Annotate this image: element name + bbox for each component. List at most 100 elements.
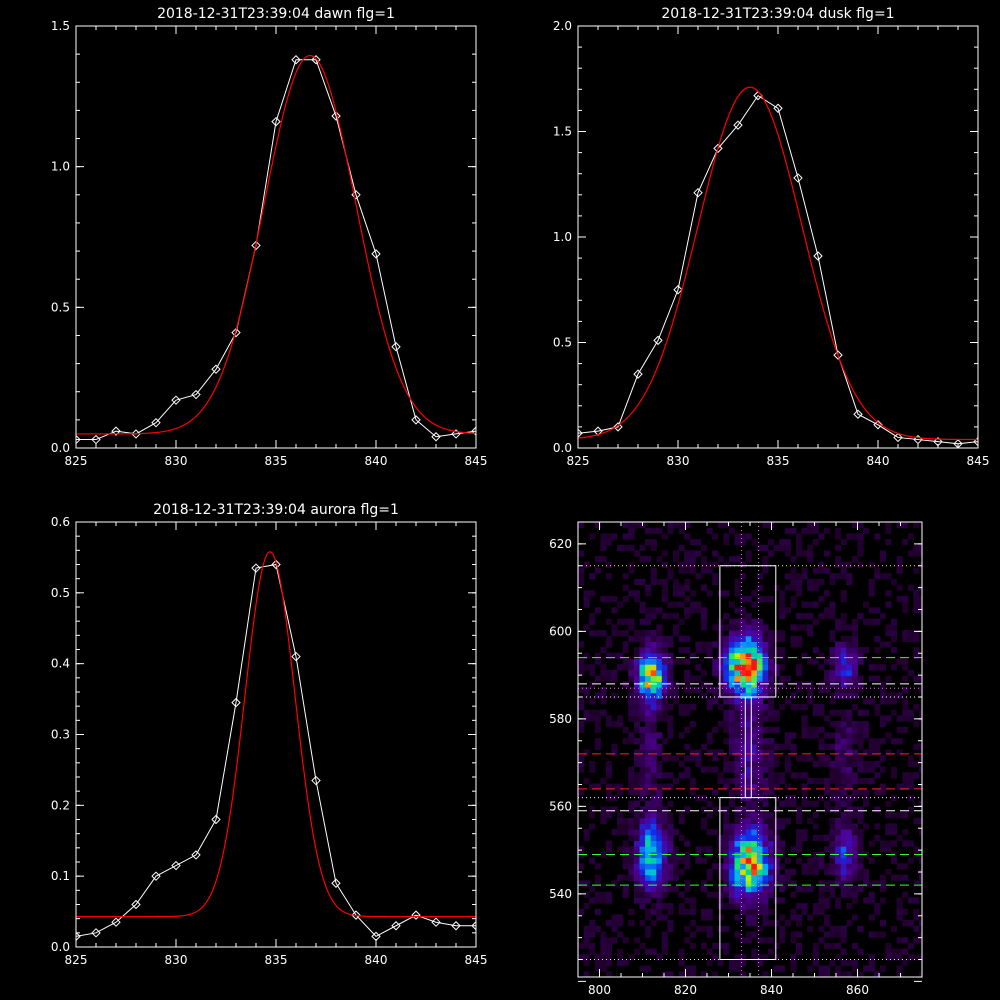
heatmap-cell: [824, 965, 831, 972]
heatmap-cell: [790, 891, 797, 898]
heatmap-cell: [756, 840, 763, 847]
heatmap-cell: [645, 948, 652, 955]
heatmap-cell: [863, 709, 870, 716]
heatmap-cell: [656, 669, 663, 677]
heatmap-cell: [790, 846, 797, 853]
heatmap-cell: [600, 595, 607, 603]
heatmap-cell: [667, 601, 674, 608]
heatmap-cell: [762, 641, 769, 648]
heatmap-cell: [768, 738, 775, 745]
heatmap-cell: [807, 914, 814, 921]
heatmap-cell: [645, 800, 652, 807]
heatmap-cell: [611, 925, 618, 932]
heatmap-cell: [879, 880, 886, 887]
heatmap-cell: [835, 675, 842, 682]
heatmap-cell: [728, 857, 735, 864]
heatmap-cell: [874, 704, 881, 711]
heatmap-cell: [779, 607, 786, 614]
heatmap-cell: [740, 669, 747, 677]
heatmap-cell: [851, 624, 858, 631]
heatmap-cell: [717, 658, 724, 665]
heatmap-cell: [840, 732, 847, 739]
heatmap-cell: [583, 777, 590, 785]
heatmap-cell: [913, 607, 920, 614]
heatmap-cell: [762, 686, 769, 694]
heatmap-cell: [851, 669, 858, 677]
heatmap-cell: [773, 635, 780, 642]
heatmap-cell: [645, 704, 652, 711]
heatmap-cell: [689, 789, 696, 796]
heatmap-cell: [605, 795, 612, 802]
heatmap-cell: [667, 732, 674, 739]
heatmap-cell: [751, 863, 758, 870]
heatmap-cell: [661, 681, 668, 688]
heatmap-cell: [684, 607, 691, 614]
heatmap-cell: [851, 891, 858, 898]
heatmap-cell: [656, 556, 663, 563]
heatmap-cell: [756, 755, 763, 762]
heatmap-cell: [728, 635, 735, 642]
heatmap-cell: [879, 573, 886, 580]
heatmap-cell: [891, 829, 898, 836]
heatmap-cell: [902, 891, 909, 898]
heatmap-cell: [773, 630, 780, 637]
heatmap-cell: [812, 618, 819, 625]
heatmap-cell: [896, 522, 903, 529]
heatmap-cell: [723, 817, 730, 824]
heatmap-cell: [874, 772, 881, 779]
heatmap-cell: [633, 891, 640, 898]
heatmap-cell: [650, 573, 657, 580]
heatmap-cell: [645, 829, 652, 836]
heatmap-cell: [689, 675, 696, 682]
heatmap-cell: [661, 857, 668, 864]
heatmap-cell: [835, 681, 842, 688]
heatmap-cell: [723, 846, 730, 853]
heatmap-cell: [874, 635, 881, 642]
heatmap-cell: [712, 806, 719, 813]
heatmap-cell: [689, 920, 696, 927]
heatmap-cell: [885, 522, 892, 529]
heatmap-cell: [907, 920, 914, 927]
heatmap-cell: [902, 840, 909, 847]
heatmap-cell: [650, 857, 657, 864]
heatmap-cell: [712, 658, 719, 665]
heatmap-cell: [779, 772, 786, 779]
heatmap-cell: [745, 829, 752, 836]
heatmap-cell: [779, 601, 786, 608]
heatmap-cell: [919, 880, 922, 887]
heatmap-cell: [745, 732, 752, 739]
heatmap-cell: [650, 664, 657, 671]
heatmap-cell: [773, 760, 780, 768]
heatmap-cell: [863, 766, 870, 773]
heatmap-cell: [583, 624, 590, 631]
heatmap-cell: [768, 641, 775, 648]
heatmap-cell: [645, 692, 652, 699]
heatmap-cell: [851, 635, 858, 642]
heatmap-cell: [829, 692, 836, 699]
heatmap-cell: [851, 755, 858, 762]
heatmap-cell: [740, 641, 747, 648]
heatmap-cell: [717, 897, 724, 904]
heatmap-cell: [712, 698, 719, 705]
heatmap-cell: [868, 959, 875, 967]
heatmap-cell: [578, 760, 585, 768]
heatmap-cell: [818, 886, 825, 893]
heatmap-cell: [605, 618, 612, 625]
heatmap-cell: [846, 840, 853, 847]
heatmap-cell: [600, 544, 607, 551]
heatmap-cell: [773, 874, 780, 881]
heatmap-cell: [734, 726, 741, 733]
heatmap-cell: [756, 954, 763, 961]
heatmap-cell: [639, 868, 646, 876]
heatmap-cell: [723, 613, 730, 620]
heatmap-cell: [840, 743, 847, 750]
heatmap-cell: [734, 669, 741, 677]
heatmap-cell: [779, 539, 786, 546]
heatmap-cell: [667, 868, 674, 876]
heatmap-cell: [645, 931, 652, 938]
heatmap-cell: [622, 641, 629, 648]
heatmap-cell: [728, 846, 735, 853]
heatmap-cell: [689, 755, 696, 762]
heatmap-cell: [628, 823, 635, 830]
heatmap-cell: [734, 675, 741, 682]
